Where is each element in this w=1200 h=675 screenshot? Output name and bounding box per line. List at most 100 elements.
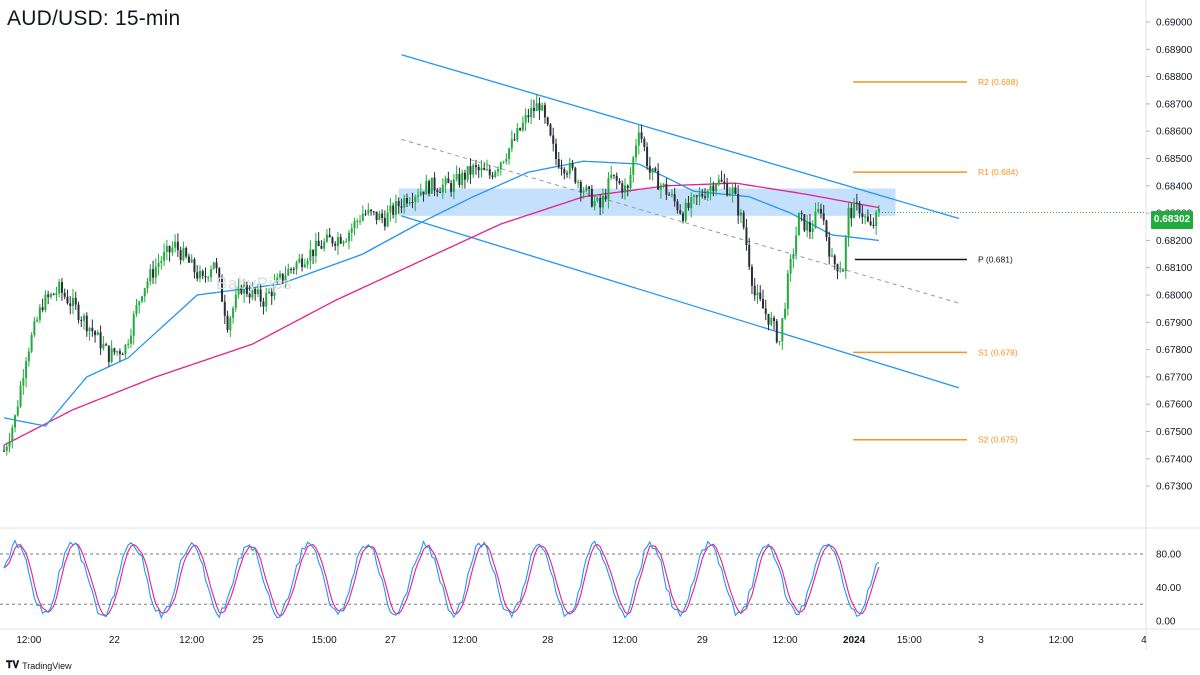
candle-body [292, 268, 295, 270]
candle-body [566, 173, 569, 175]
candle-body [411, 202, 414, 204]
candle-body [361, 213, 364, 221]
candle-body [179, 250, 182, 261]
time-tick-label: 12:00 [1049, 635, 1074, 646]
candle-body [256, 289, 259, 294]
candle-body [684, 202, 687, 221]
candle-body [367, 209, 370, 214]
candle-body [458, 174, 461, 185]
candle-body [601, 195, 604, 208]
candle-body [668, 194, 671, 196]
candle-body [116, 351, 119, 353]
candle-body [251, 288, 254, 298]
candle-body [693, 195, 695, 197]
candle-body [223, 301, 226, 316]
candle-body [811, 227, 814, 232]
candle-body [604, 195, 607, 200]
candle-body [127, 343, 130, 345]
price-tick-label: 0.67700 [1156, 372, 1193, 383]
candle-body [461, 172, 464, 185]
candle-body [621, 183, 624, 193]
candle-body [58, 282, 61, 294]
candle-body [55, 293, 58, 295]
candle-body [11, 427, 14, 442]
candle-body [808, 222, 811, 232]
stochastic-pane [0, 539, 1146, 620]
candle-body [706, 190, 709, 198]
time-tick-label: 12:00 [452, 635, 477, 646]
candle-body [599, 198, 602, 208]
candle-body [709, 185, 712, 191]
channel-lower-line [401, 215, 960, 389]
candle-body [107, 345, 110, 362]
candle-body [44, 294, 47, 311]
candle-body [632, 157, 635, 175]
candle-body [364, 213, 367, 215]
candle-body [828, 237, 831, 257]
candle-body [651, 168, 654, 173]
candle-body [243, 284, 246, 294]
candle-body [745, 227, 748, 246]
candle-body [759, 292, 762, 300]
candle-body [102, 344, 105, 349]
candle-body [742, 212, 745, 228]
candle-body [414, 196, 417, 203]
candle-body [33, 321, 36, 335]
candle-body [662, 183, 665, 186]
candle-body [552, 135, 555, 144]
ema-slow-line [3, 182, 880, 446]
candle-body [695, 195, 698, 197]
candle-body [342, 241, 345, 244]
candle-body [430, 177, 433, 194]
candle-body [152, 269, 155, 278]
candle-body [394, 200, 397, 215]
candle-body [201, 271, 204, 276]
candle-body [417, 195, 419, 197]
candle-body [466, 166, 469, 180]
candle-body [129, 335, 132, 344]
candle-body [541, 105, 544, 111]
pivot-level-label: S1 (0.678) [978, 347, 1018, 357]
candle-body [524, 115, 527, 123]
candle-body [372, 211, 375, 213]
candle-body [83, 315, 86, 321]
candle-body [549, 124, 552, 136]
candle-body [720, 179, 723, 182]
candle-body [596, 198, 599, 201]
candle-body [323, 241, 326, 249]
candle-body [767, 313, 770, 325]
candle-body [737, 193, 740, 216]
candle-body [477, 166, 480, 171]
candle-body [165, 246, 168, 253]
stoch-k-line [3, 539, 880, 620]
candle-body [320, 246, 323, 249]
candle-body [110, 348, 113, 362]
candle-body [204, 275, 207, 278]
candle-body [753, 285, 756, 296]
price-tick-label: 0.68900 [1156, 45, 1193, 56]
candle-body [704, 196, 707, 198]
watermark: BabyPips [216, 274, 292, 293]
candle-body [877, 208, 880, 212]
candle-body [748, 245, 751, 267]
candle-body [657, 170, 660, 190]
candle-body [160, 260, 163, 263]
candle-body [690, 196, 693, 209]
candle-body [281, 273, 284, 281]
price-tick-label: 0.67900 [1156, 318, 1193, 329]
candle-body [786, 273, 789, 309]
candle-body [113, 348, 116, 353]
candle-body [168, 246, 171, 253]
stoch-tick-label: 40.00 [1156, 583, 1181, 594]
candle-body [723, 181, 726, 184]
candle-body [30, 334, 33, 352]
candle-body [389, 205, 392, 213]
candle-body [795, 235, 798, 255]
candle-body [309, 249, 312, 261]
candle-body [392, 205, 395, 215]
candle-body [612, 174, 615, 176]
axis-labels: 0.69000 0.68900 0.68800 0.68700 0.68600 0.685… [16, 18, 1192, 647]
candle-body [19, 385, 22, 407]
candle-body [676, 201, 679, 211]
